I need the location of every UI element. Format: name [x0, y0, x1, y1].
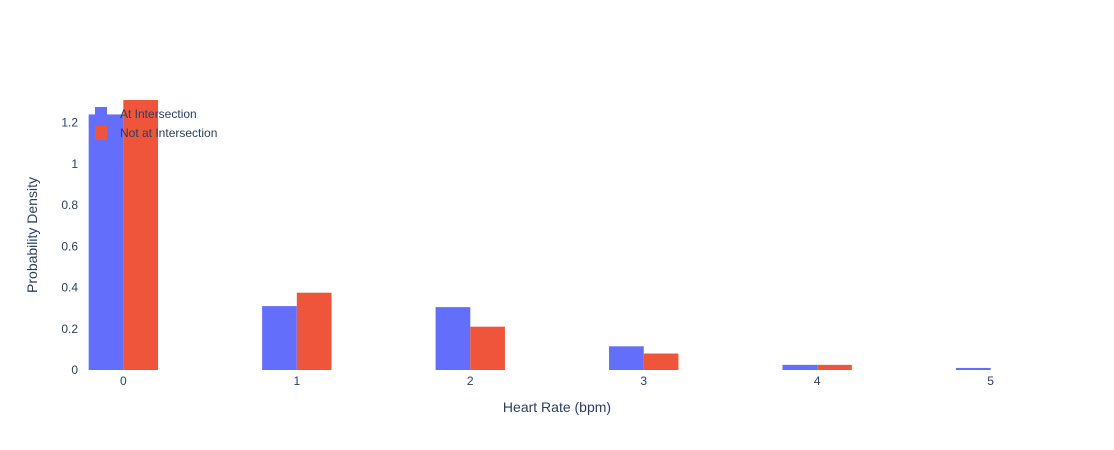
x-axis-title: Heart Rate (bpm) [503, 399, 611, 415]
x-tick-label: 2 [467, 374, 474, 388]
bar-not-at-intersection-4 [817, 364, 852, 370]
y-tick-label: 1.2 [61, 116, 78, 130]
bar-at-intersection-0 [88, 114, 124, 370]
legend-swatch[interactable] [95, 107, 107, 121]
bar-at-intersection-1 [262, 306, 297, 370]
y-axis: 0 0.2 0.4 0.6 0.8 1 1.2 [61, 116, 78, 377]
bar-at-intersection-3 [609, 346, 644, 370]
y-axis-title: Probability Density [24, 177, 40, 293]
bar-at-intersection-4 [782, 364, 818, 370]
x-tick-label: 4 [814, 374, 821, 388]
x-tick-label: 5 [987, 374, 994, 388]
bar-not-at-intersection-1 [296, 292, 332, 370]
y-tick-label: 0 [71, 363, 78, 377]
bar-not-at-intersection-3 [643, 353, 679, 370]
x-tick-label: 1 [293, 374, 300, 388]
bar-at-intersection-2 [435, 307, 471, 370]
bar-not-at-intersection-0 [123, 100, 159, 370]
y-tick-label: 0.4 [61, 281, 78, 295]
y-tick-label: 1 [71, 157, 78, 171]
bar-not-at-intersection-2 [470, 326, 505, 370]
legend-label[interactable]: Not at Intersection [120, 126, 217, 140]
legend-label[interactable]: At Intersection [120, 107, 197, 121]
legend-swatch[interactable] [95, 126, 107, 140]
y-tick-label: 0.8 [61, 198, 78, 212]
x-axis: 0 1 2 3 4 5 [120, 374, 994, 388]
y-tick-label: 0.6 [61, 239, 78, 253]
legend: At Intersection Not at Intersection [95, 107, 217, 140]
bars-layer [88, 100, 991, 370]
x-tick-label: 0 [120, 374, 127, 388]
x-tick-label: 3 [640, 374, 647, 388]
y-tick-label: 0.2 [61, 322, 78, 336]
bar-at-intersection-5 [955, 367, 991, 370]
